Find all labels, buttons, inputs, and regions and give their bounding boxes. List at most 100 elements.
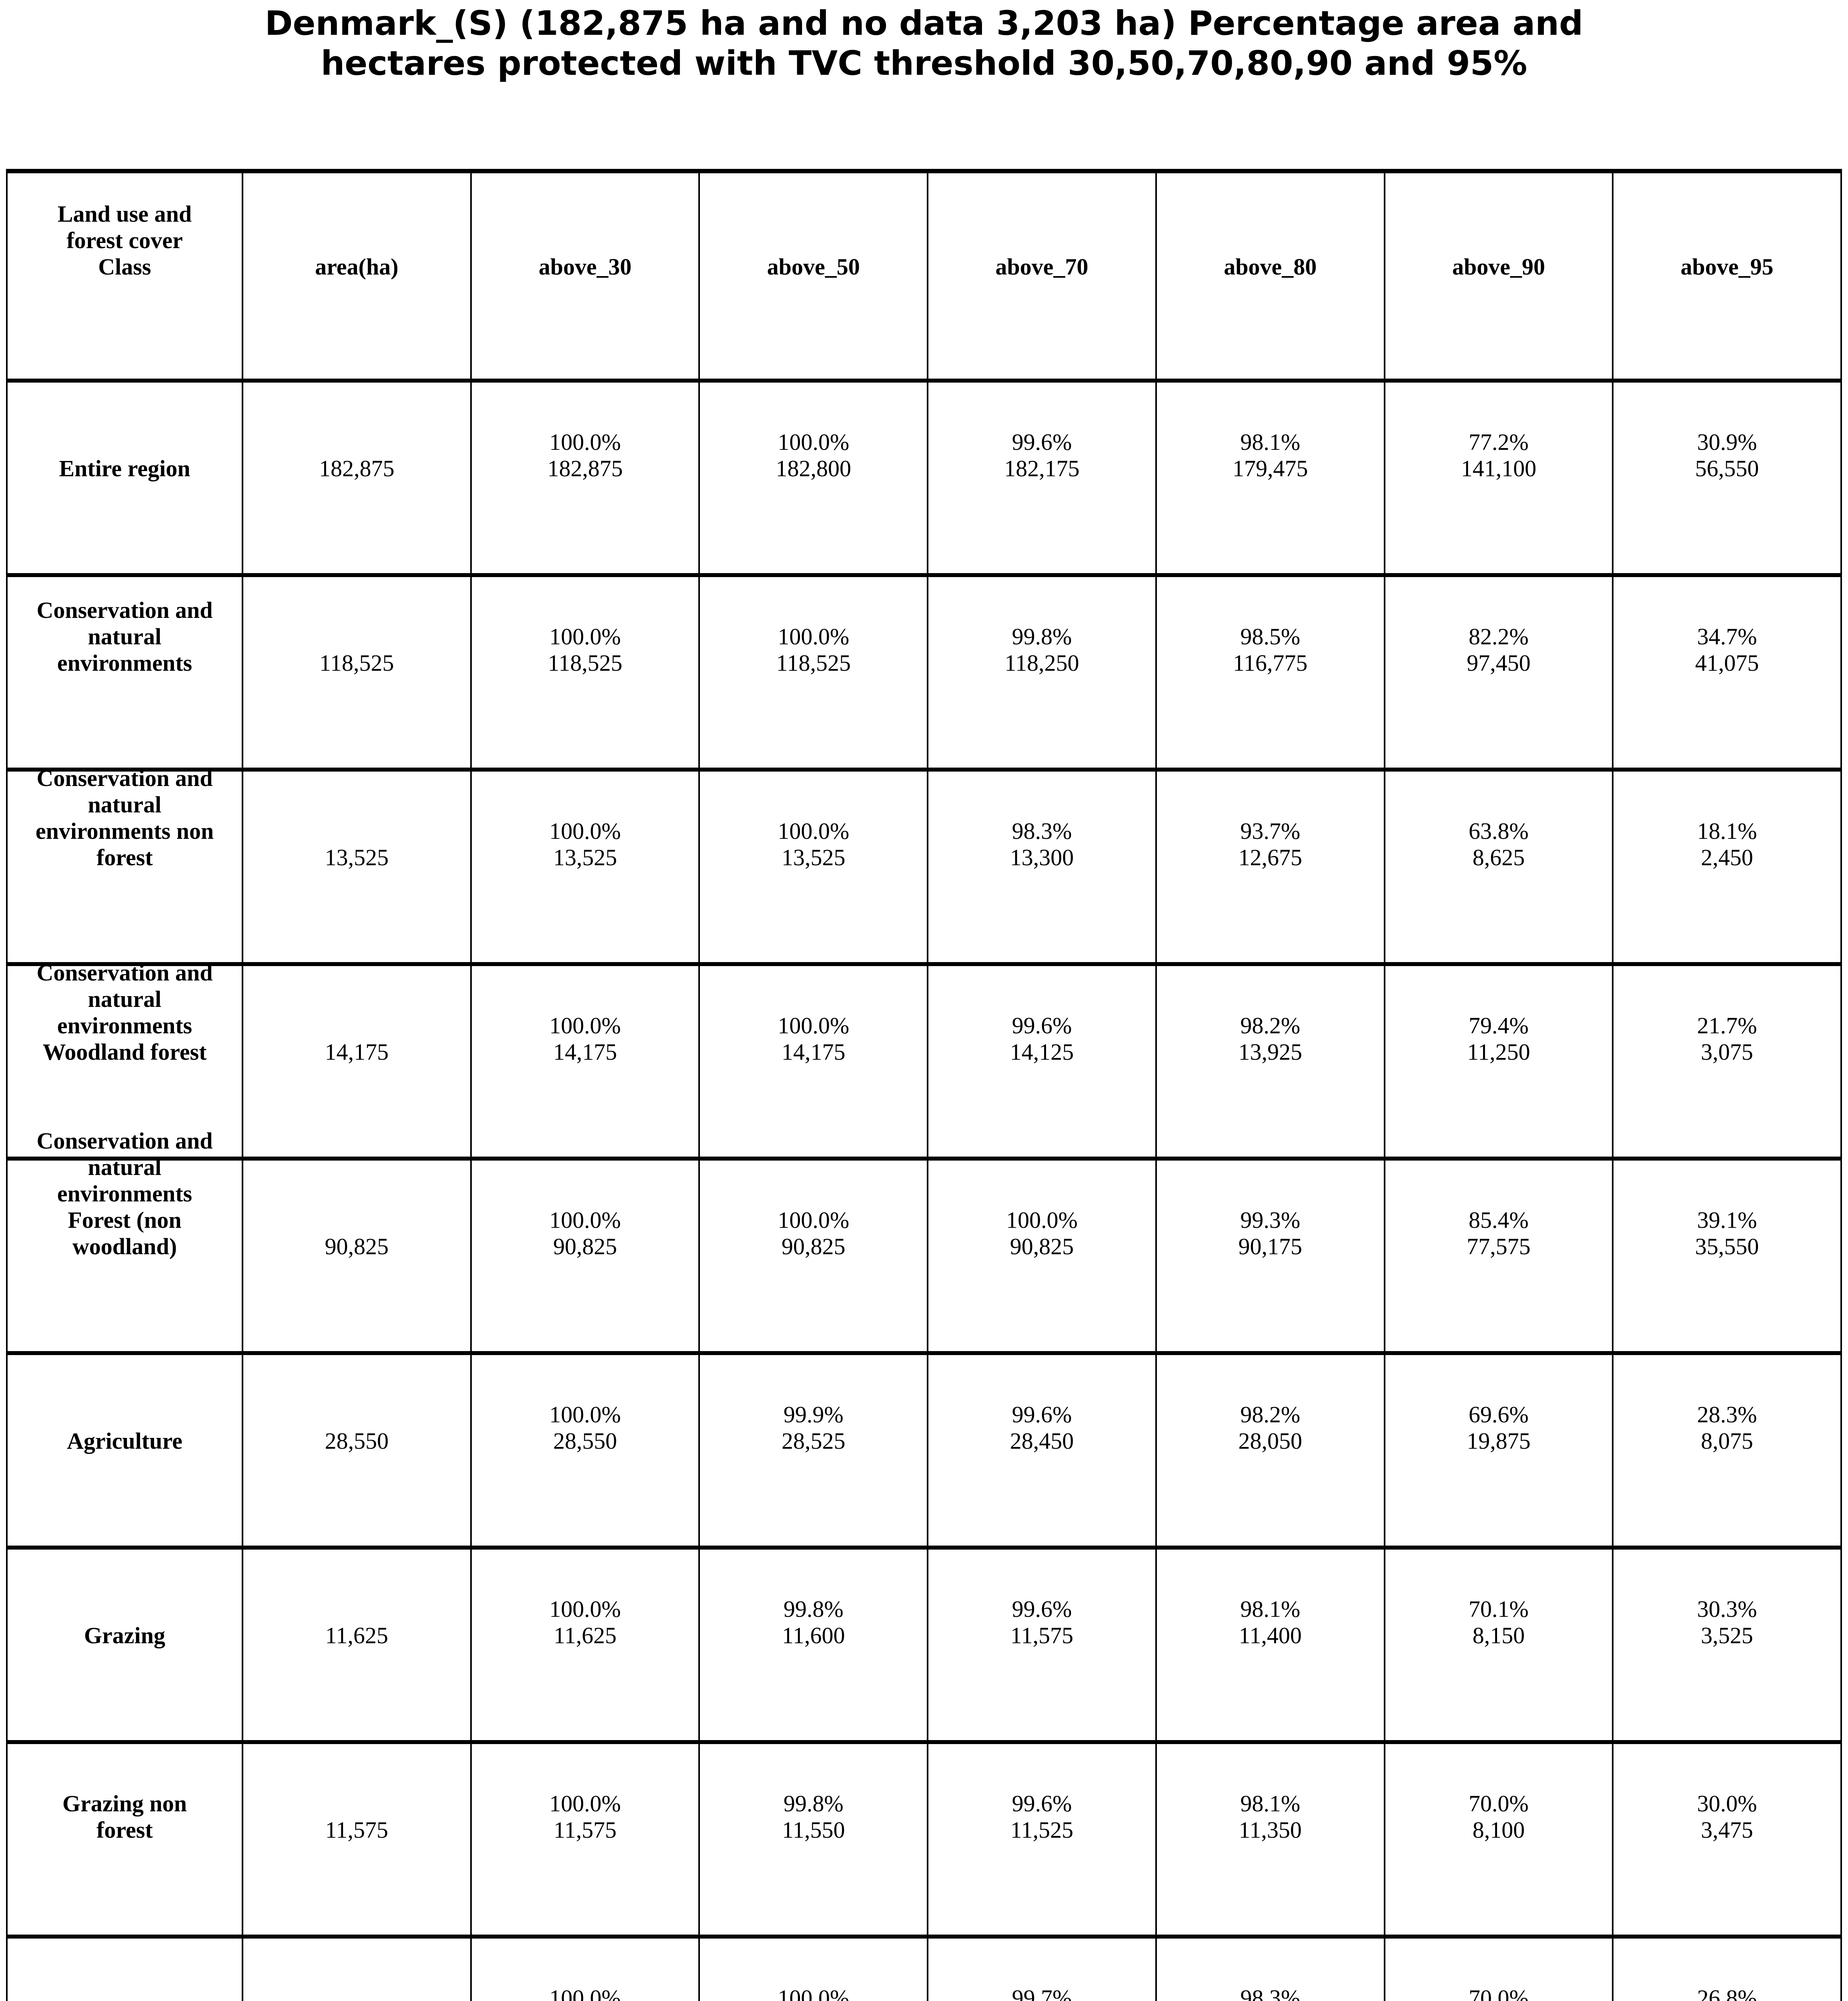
value-cell: 99.6% 11,525	[927, 1744, 1155, 1935]
value-cell-text: 100.0% 182,875	[547, 429, 623, 481]
table-row: Conservation and natural environments 118…	[8, 573, 1840, 768]
value-cell: 99.8% 118,250	[927, 577, 1155, 768]
value-cell-text: 99.6% 14,125	[1010, 1013, 1074, 1065]
value-cell-text: 99.8% 11,550	[782, 1790, 845, 1843]
value-cell: 98.2% 13,925	[1155, 966, 1384, 1157]
value-cell-text: 100.0% 118,525	[776, 624, 851, 676]
value-cell-text: 98.2% 28,050	[1238, 1402, 1302, 1454]
table-row: Conservation and natural environments Wo…	[8, 960, 1840, 1157]
page-title: Denmark_(S) (182,875 ha and no data 3,20…	[265, 4, 1583, 83]
row-label: Agriculture	[8, 1355, 242, 1546]
col-header-above-70-text: above_70	[995, 253, 1088, 280]
value-cell: 30.0% 3,475	[1612, 1744, 1840, 1935]
value-cell-text: 70.1% 8,150	[1469, 1596, 1529, 1648]
table-row: Agriculture 28,550 100.0% 28,550 99.9% 28,5…	[8, 1351, 1840, 1546]
row-label: Cropping	[8, 1939, 242, 2001]
value-cell-text: 69.6% 19,875	[1467, 1402, 1531, 1454]
value-cell: 34.7% 41,075	[1612, 577, 1840, 768]
value-cell-text: 79.4% 11,250	[1467, 1013, 1530, 1065]
area-cell: 11,575	[242, 1744, 470, 1935]
value-cell: 100.0% 16,150	[698, 1939, 927, 2001]
value-cell-text: 70.0% 11,300	[1469, 1985, 1529, 2001]
value-cell-text: 98.1% 179,475	[1232, 429, 1308, 481]
table-row: Grazing non forest 11,575 100.0% 11,575 99.…	[8, 1740, 1840, 1935]
value-cell: 79.4% 11,250	[1383, 966, 1612, 1157]
value-cell-text: 100.0% 90,825	[778, 1207, 850, 1259]
value-cell-text: 99.6% 11,525	[1010, 1790, 1074, 1843]
value-cell: 99.9% 28,525	[698, 1355, 927, 1546]
value-cell-text: 70.0% 8,100	[1469, 1790, 1529, 1843]
data-table: Land use and forest cover Class area(ha)…	[6, 169, 1842, 2001]
value-cell-text: 30.9% 56,550	[1695, 429, 1759, 481]
col-header-above-90: above_90	[1383, 173, 1612, 379]
value-cell: 100.0% 11,575	[470, 1744, 699, 1935]
value-cell-text: 39.1% 35,550	[1695, 1207, 1759, 1259]
value-cell: 99.6% 182,175	[927, 383, 1155, 573]
value-cell: 77.2% 141,100	[1383, 383, 1612, 573]
col-header-class: Land use and forest cover Class	[8, 173, 242, 379]
row-label-text: Grazing	[84, 1622, 165, 1648]
area-cell-text: 90,825	[325, 1233, 389, 1259]
value-cell-text: 99.9% 28,525	[782, 1402, 846, 1454]
value-cell: 85.4% 77,575	[1383, 1161, 1612, 1351]
area-cell: 182,875	[242, 383, 470, 573]
row-label-text: Grazing non forest	[62, 1790, 187, 1843]
value-cell: 69.6% 19,875	[1383, 1355, 1612, 1546]
row-label: Grazing non forest	[8, 1744, 242, 1935]
row-label-text: Conservation and natural environments	[36, 597, 213, 676]
value-cell: 70.0% 8,100	[1383, 1744, 1612, 1935]
row-label: Conservation and natural environments Wo…	[8, 960, 242, 1157]
col-header-above-90-text: above_90	[1452, 253, 1545, 280]
value-cell-text: 21.7% 3,075	[1697, 1013, 1757, 1065]
value-cell: 63.8% 8,625	[1383, 772, 1612, 962]
table-row: Entire region 182,875 100.0% 182,875 100.0%…	[8, 379, 1840, 573]
area-cell: 28,550	[242, 1355, 470, 1546]
value-cell: 100.0% 13,525	[698, 772, 927, 962]
col-header-above-95: above_95	[1612, 173, 1840, 379]
table-row: Cropping16,150 100.0% 16,150 100.0% 16,150…	[8, 1935, 1840, 2001]
value-cell: 99.7% 16,100	[927, 1939, 1155, 2001]
col-header-class-text: Land use and forest cover Class	[57, 201, 192, 280]
area-cell-text: 28,550	[325, 1428, 389, 1454]
value-cell: 99.8% 11,550	[698, 1744, 927, 1935]
value-cell: 100.0% 14,175	[698, 966, 927, 1157]
value-cell-text: 100.0% 16,150	[778, 1985, 850, 2001]
area-cell: 118,525	[242, 577, 470, 768]
col-header-above-80-text: above_80	[1224, 253, 1317, 280]
value-cell-text: 100.0% 118,525	[547, 624, 623, 676]
value-cell-text: 98.2% 13,925	[1238, 1013, 1302, 1065]
value-cell-text: 100.0% 13,525	[778, 818, 850, 870]
value-cell-text: 98.3% 13,300	[1010, 818, 1074, 870]
value-cell: 26.8% 4,325	[1612, 1939, 1840, 2001]
value-cell-text: 99.8% 11,600	[782, 1596, 845, 1648]
value-cell: 28.3% 8,075	[1612, 1355, 1840, 1546]
col-header-area-text: area(ha)	[315, 253, 399, 280]
row-label: Conservation and natural environments no…	[8, 765, 242, 962]
table-row: Conservation and natural environments no…	[8, 765, 1840, 962]
value-cell: 98.5% 116,775	[1155, 577, 1384, 768]
value-cell-text: 26.8% 4,325	[1697, 1985, 1757, 2001]
value-cell-text: 30.0% 3,475	[1697, 1790, 1757, 1843]
value-cell: 98.2% 28,050	[1155, 1355, 1384, 1546]
value-cell: 70.1% 8,150	[1383, 1550, 1612, 1740]
value-cell-text: 98.3% 15,875	[1240, 1985, 1301, 2001]
row-label-text: Entire region	[59, 455, 190, 481]
col-header-area: area(ha)	[242, 173, 470, 379]
value-cell-text: 77.2% 141,100	[1461, 429, 1537, 481]
value-cell-text: 98.5% 116,775	[1233, 624, 1308, 676]
row-label-text: Conservation and natural environments no…	[35, 765, 214, 870]
row-label-text: Agriculture	[67, 1428, 182, 1454]
value-cell-text: 100.0% 11,575	[549, 1790, 621, 1843]
value-cell-text: 99.6% 11,575	[1010, 1596, 1074, 1648]
col-header-above-95-text: above_95	[1680, 253, 1774, 280]
value-cell-text: 99.6% 182,175	[1004, 429, 1080, 481]
value-cell: 100.0% 14,175	[470, 966, 699, 1157]
value-cell: 99.6% 14,125	[927, 966, 1155, 1157]
value-cell: 99.6% 28,450	[927, 1355, 1155, 1546]
value-cell: 100.0% 118,525	[470, 577, 699, 768]
row-label: Entire region	[8, 383, 242, 573]
value-cell-text: 28.3% 8,075	[1697, 1402, 1757, 1454]
col-header-above-70: above_70	[927, 173, 1155, 379]
area-cell: 16,150	[242, 1939, 470, 2001]
